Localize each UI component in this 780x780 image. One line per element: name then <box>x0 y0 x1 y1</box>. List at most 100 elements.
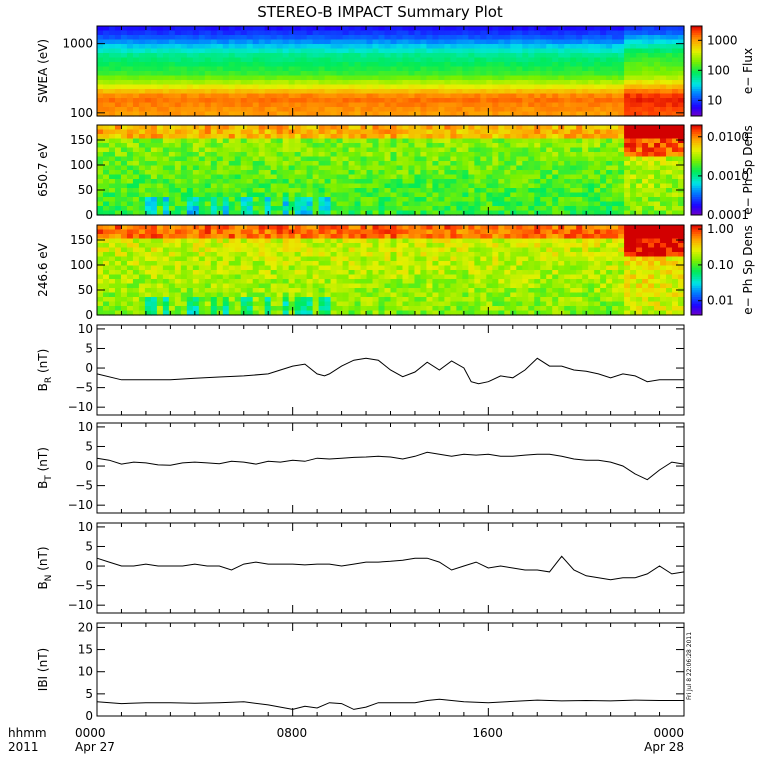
spectrogram-cell <box>618 44 625 50</box>
spectrogram-cell <box>300 80 308 86</box>
spectrogram-cell <box>552 30 559 36</box>
spectrogram-cell <box>132 138 140 144</box>
spectrogram-cell <box>510 35 517 41</box>
spectrogram-cell <box>120 265 128 271</box>
spectrogram-cell <box>318 243 326 249</box>
spectrogram-cell <box>510 66 517 72</box>
spectrogram-cell <box>270 102 278 108</box>
spectrogram-cell <box>588 197 595 203</box>
spectrogram-cell <box>210 229 218 235</box>
spectrogram-cell <box>576 165 583 171</box>
spectrogram-cell <box>462 134 469 140</box>
spectrogram-cell <box>270 247 278 253</box>
spectrogram-cell <box>438 174 446 180</box>
spectrogram-cell <box>108 270 116 276</box>
spectrogram-cell <box>606 26 613 32</box>
spectrogram-cell <box>498 98 505 104</box>
spectrogram-cell <box>114 89 122 95</box>
spectrogram-cell <box>486 134 493 140</box>
spectrogram-cell <box>342 292 350 298</box>
spectrogram-cell <box>288 147 296 153</box>
spectrogram-cell <box>618 30 625 36</box>
spectrogram-cell <box>312 247 320 253</box>
spectrogram-cell <box>114 84 122 90</box>
spectrogram-cell <box>498 134 505 140</box>
spectrogram-cell <box>678 134 685 140</box>
spectrogram-cell <box>342 225 350 231</box>
spectrogram-cell <box>396 279 404 285</box>
spectrogram-cell <box>672 134 679 140</box>
spectrogram-cell <box>156 30 164 36</box>
spectrogram-cell <box>294 48 302 54</box>
spectrogram-cell <box>456 188 463 194</box>
spectrogram-cell <box>270 93 278 99</box>
spectrogram-cell <box>294 26 302 32</box>
spectrogram-cell <box>390 170 398 176</box>
spectrogram-cell <box>138 265 146 271</box>
spectrogram-cell <box>318 238 326 244</box>
spectrogram-cell <box>210 125 218 131</box>
spectrogram-cell <box>648 192 655 198</box>
spectrogram-cell <box>114 48 122 54</box>
spectrogram-cell <box>618 147 625 153</box>
spectrogram-cell <box>390 71 398 77</box>
spectrogram-cell <box>288 152 296 158</box>
spectrogram-cell <box>138 247 146 253</box>
spectrogram-cell <box>600 44 607 50</box>
spectrogram-cell <box>120 174 128 180</box>
spectrogram-cell <box>414 134 422 140</box>
spectrogram-cell <box>462 66 469 72</box>
spectrogram-cell <box>336 138 344 144</box>
spectrogram-cell <box>474 35 481 41</box>
spectrogram-cell <box>216 111 224 117</box>
spectrogram-cell <box>162 53 170 59</box>
spectrogram-cell <box>228 174 236 180</box>
spectrogram-cell <box>174 210 182 216</box>
spectrogram-cell <box>168 243 176 249</box>
spectrogram-cell <box>294 71 302 77</box>
spectrogram-cell <box>636 84 643 90</box>
spectrogram-cell <box>636 201 643 207</box>
spectrogram-cell <box>402 310 410 316</box>
spectrogram-cell <box>390 161 398 167</box>
spectrogram-cell <box>252 210 260 216</box>
spectrogram-cell <box>120 165 128 171</box>
spectrogram-cell <box>198 152 206 158</box>
spectrogram-cell <box>324 143 332 149</box>
spectrogram-cell <box>138 48 146 54</box>
spectrogram-cell <box>516 35 523 41</box>
spectrogram-cell <box>336 265 344 271</box>
spectrogram-cell <box>114 288 122 294</box>
spectrogram-cell <box>456 89 463 95</box>
spectrogram-cell <box>348 256 356 262</box>
spectrogram-cell <box>492 35 499 41</box>
spectrogram-cell <box>342 170 350 176</box>
spectrogram-cell <box>540 183 547 189</box>
spectrogram-cell <box>372 292 380 298</box>
spectrogram-cell <box>180 243 188 249</box>
spectrogram-cell <box>528 39 535 45</box>
spectrogram-cell <box>126 71 134 77</box>
spectrogram-cell <box>660 183 667 189</box>
spectrogram-cell <box>168 71 176 77</box>
spectrogram-cell <box>408 125 416 131</box>
spectrogram-cell <box>366 201 374 207</box>
spectrogram-cell <box>97 111 104 117</box>
spectrogram-cell <box>234 192 242 198</box>
spectrogram-cell <box>552 84 559 90</box>
spectrogram-cell <box>588 53 595 59</box>
spectrogram-cell <box>516 84 523 90</box>
spectrogram-cell <box>564 84 571 90</box>
spectrogram-cell <box>408 89 416 95</box>
spectrogram-cell <box>642 48 649 54</box>
spectrogram-cell <box>492 206 499 212</box>
spectrogram-cell <box>282 143 290 149</box>
spectrogram-cell <box>114 283 122 289</box>
spectrogram-cell <box>234 247 242 253</box>
spectrogram-cell <box>444 156 451 162</box>
spectrogram-cell <box>258 261 266 267</box>
spectrogram-cell <box>210 234 218 240</box>
spectrogram-cell <box>174 301 182 307</box>
spectrogram-cell <box>240 161 248 167</box>
spectrogram-cell <box>162 188 170 194</box>
